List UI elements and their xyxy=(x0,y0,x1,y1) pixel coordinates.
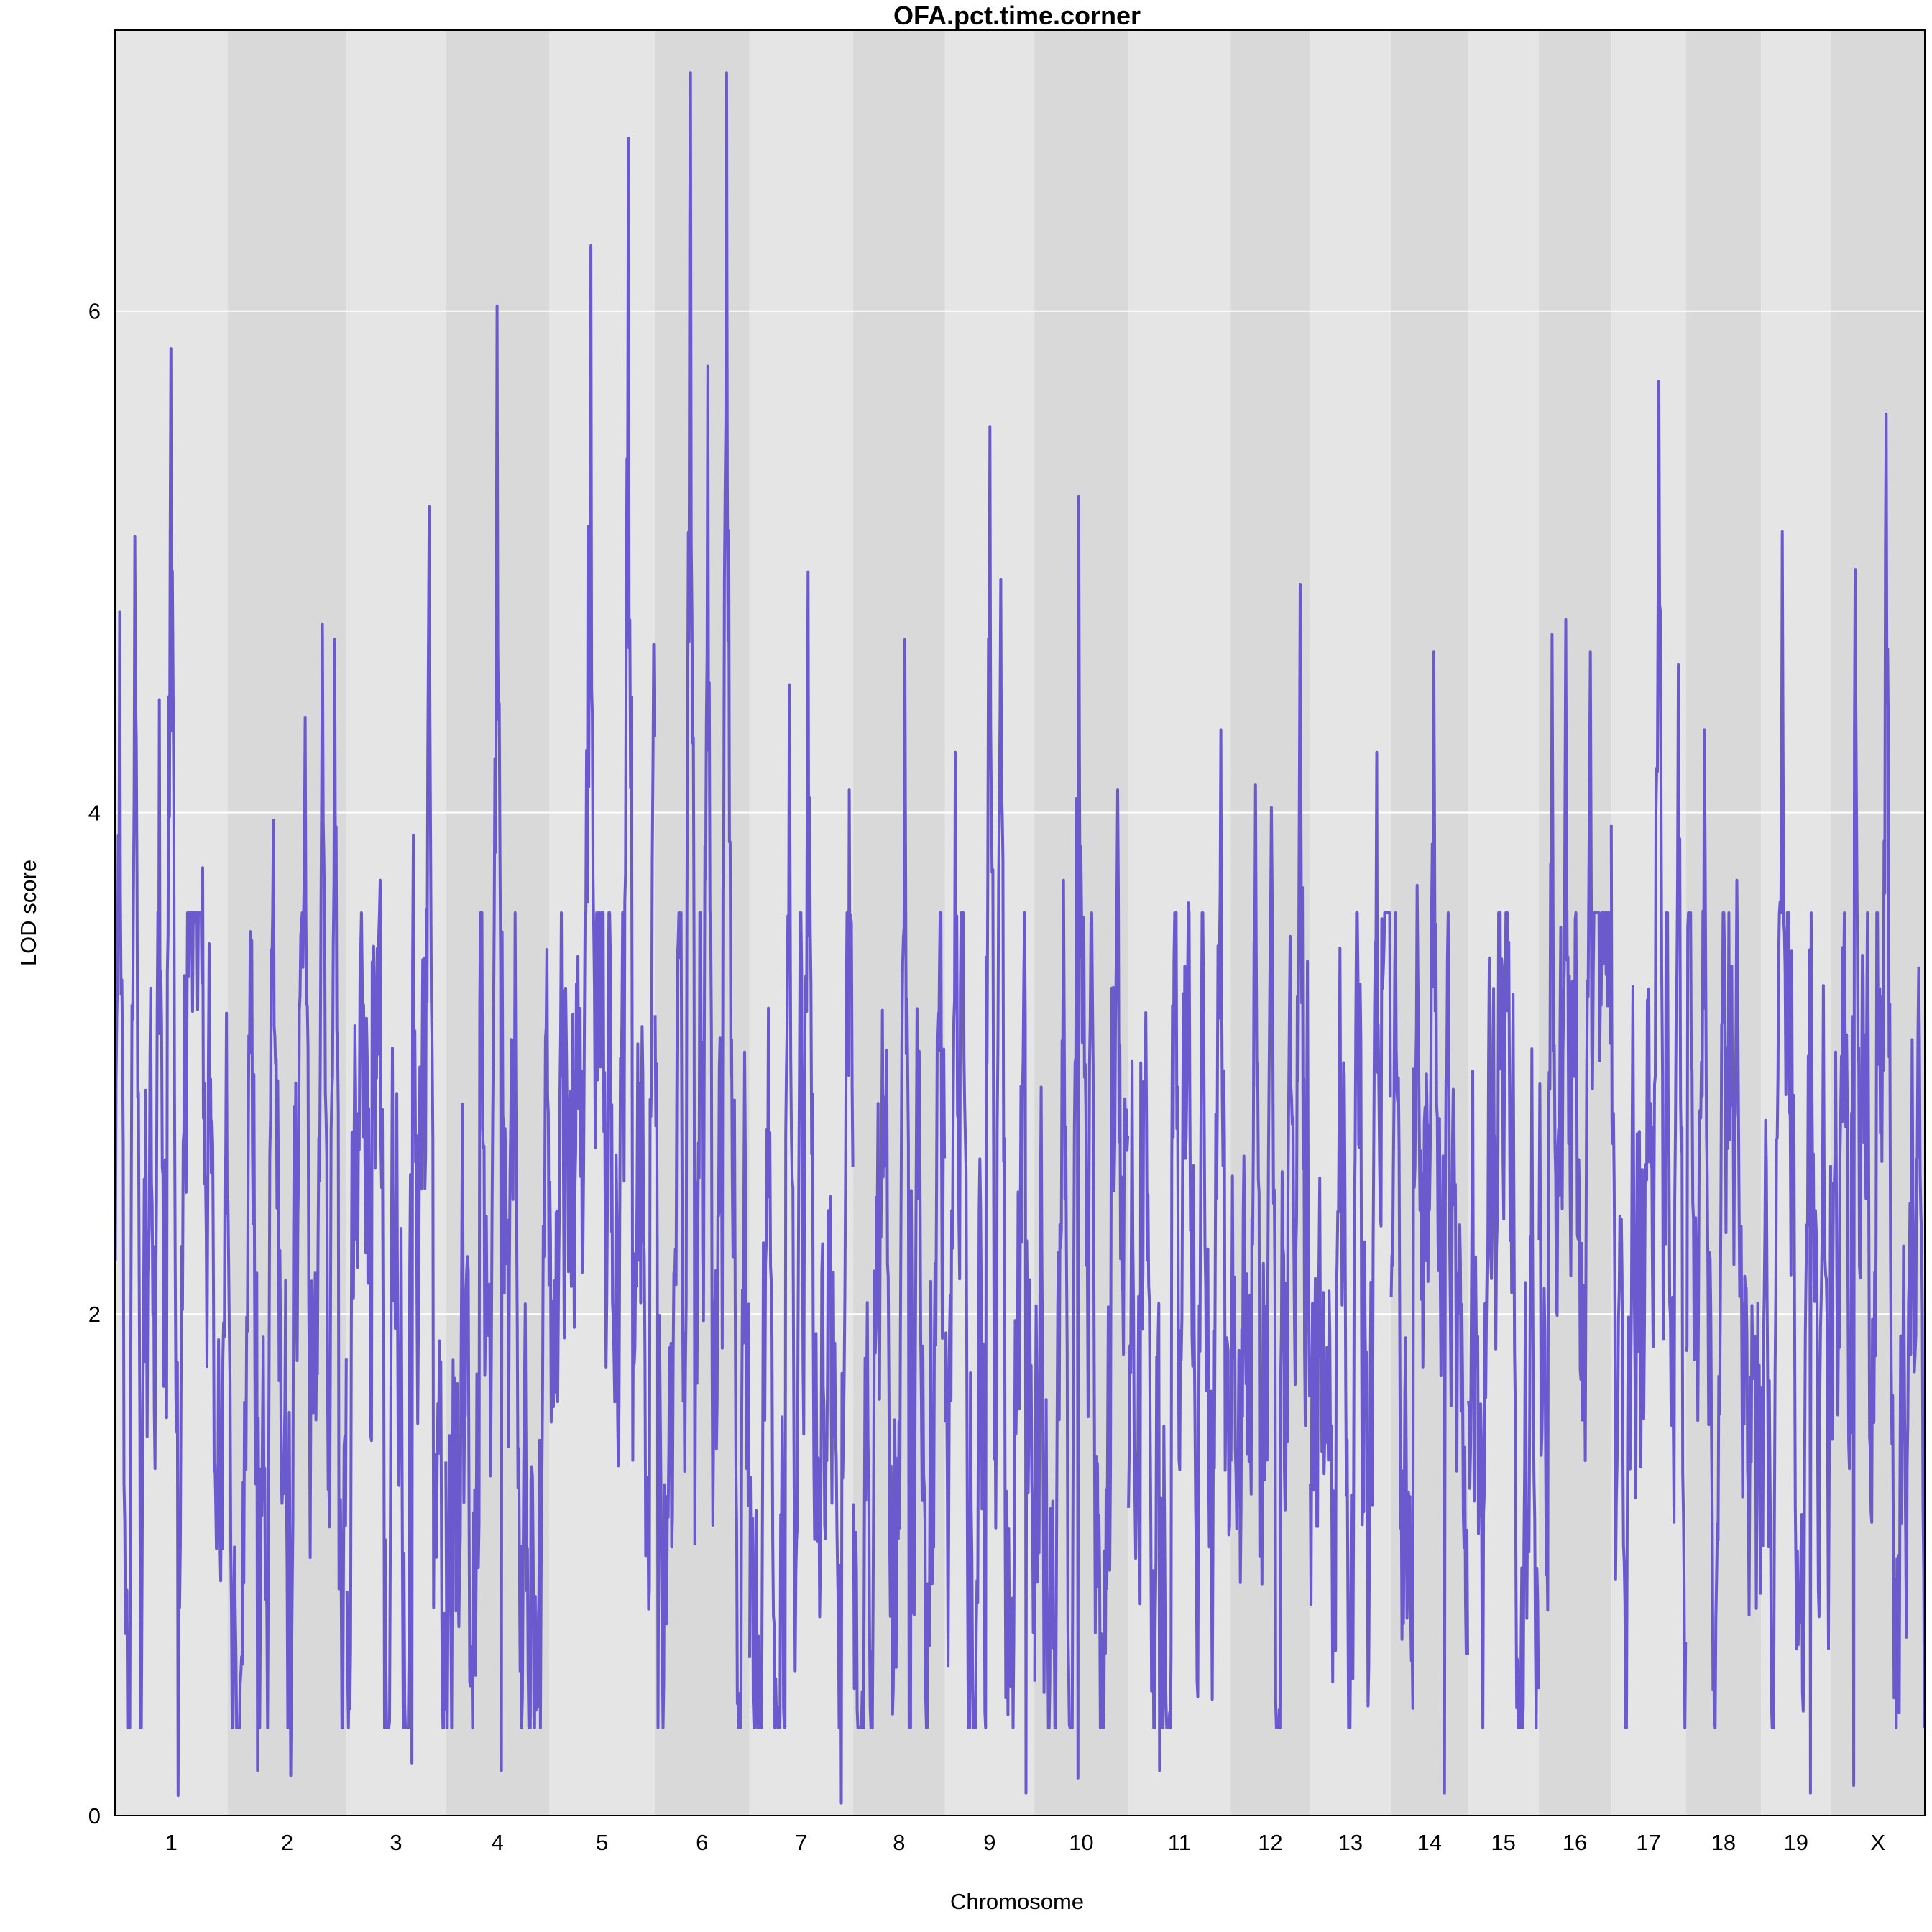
lod-curve-chr-19 xyxy=(1760,530,1832,1795)
lod-curve-chr-2 xyxy=(226,622,348,1777)
lod-curve-chr-11 xyxy=(1127,728,1232,1772)
y-tick-label: 0 xyxy=(88,1803,101,1828)
x-tick-label: 12 xyxy=(1258,1830,1282,1855)
x-tick-label: 11 xyxy=(1168,1830,1191,1855)
x-tick-label: 15 xyxy=(1491,1830,1515,1855)
lod-curve-chr-5 xyxy=(548,137,656,1611)
lod-curve-chr-3 xyxy=(345,505,447,1765)
x-tick-label: 16 xyxy=(1563,1830,1587,1855)
x-tick-label: 5 xyxy=(596,1830,608,1855)
y-tick-label: 6 xyxy=(88,299,101,324)
x-tick-label: 2 xyxy=(281,1830,293,1855)
lod-curve-chr-X xyxy=(1830,412,1926,1788)
x-tick-label: 7 xyxy=(795,1830,807,1855)
lod-curve-chr-1 xyxy=(114,347,229,1798)
lod-curve-chr-8 xyxy=(852,638,947,1729)
lod-curve-chr-7 xyxy=(748,570,855,1805)
lod-curve-chr-17 xyxy=(1609,380,1688,1729)
lod-series xyxy=(114,71,1926,1805)
y-axis-ticks: 0 2 4 6 xyxy=(88,299,101,1828)
x-tick-label: 10 xyxy=(1069,1830,1093,1855)
lod-curve-chr-6 xyxy=(653,71,750,1729)
x-axis-label: Chromosome xyxy=(950,1889,1084,1914)
lod-curve-chr-10 xyxy=(1033,494,1130,1780)
lod-curve-chr-12 xyxy=(1229,583,1312,1729)
x-tick-label: 17 xyxy=(1636,1830,1660,1855)
x-tick-label: 18 xyxy=(1711,1830,1736,1855)
lod-curve-chr-4 xyxy=(444,304,551,1772)
lod-curve-chr-14 xyxy=(1389,650,1469,1795)
chart-title: OFA.pct.time.corner xyxy=(893,1,1141,30)
x-tick-label: 9 xyxy=(983,1830,995,1855)
x-tick-label: 4 xyxy=(491,1830,503,1855)
chromosome-band-9 xyxy=(944,30,1035,1816)
y-tick-label: 2 xyxy=(88,1302,101,1327)
plot-border xyxy=(114,29,1926,1816)
x-tick-label: 13 xyxy=(1338,1830,1363,1855)
lod-curve-chr-9 xyxy=(944,425,1036,1795)
x-tick-label: 3 xyxy=(390,1830,402,1855)
x-tick-label: 6 xyxy=(696,1830,708,1855)
x-tick-label: 19 xyxy=(1784,1830,1808,1855)
lod-curve-chr-15 xyxy=(1467,911,1540,1729)
x-tick-label: 14 xyxy=(1417,1830,1442,1855)
lod-curve-chr-13 xyxy=(1309,750,1392,1729)
chromosome-band-11 xyxy=(1128,30,1231,1816)
x-tick-label: X xyxy=(1870,1830,1885,1855)
lod-curve-chr-18 xyxy=(1685,728,1762,1729)
x-axis-ticks: 1 2 3 4 5 6 7 8 9 10 11 12 13 14 15 16 17 18 19 X xyxy=(165,1830,1886,1855)
lod-curve-chr-16 xyxy=(1537,617,1612,1612)
y-tick-label: 4 xyxy=(88,800,101,825)
x-tick-label: 1 xyxy=(165,1830,178,1855)
y-axis-label: LOD score xyxy=(16,860,41,966)
chromosome-band-3 xyxy=(346,30,446,1816)
x-tick-label: 8 xyxy=(893,1830,905,1855)
